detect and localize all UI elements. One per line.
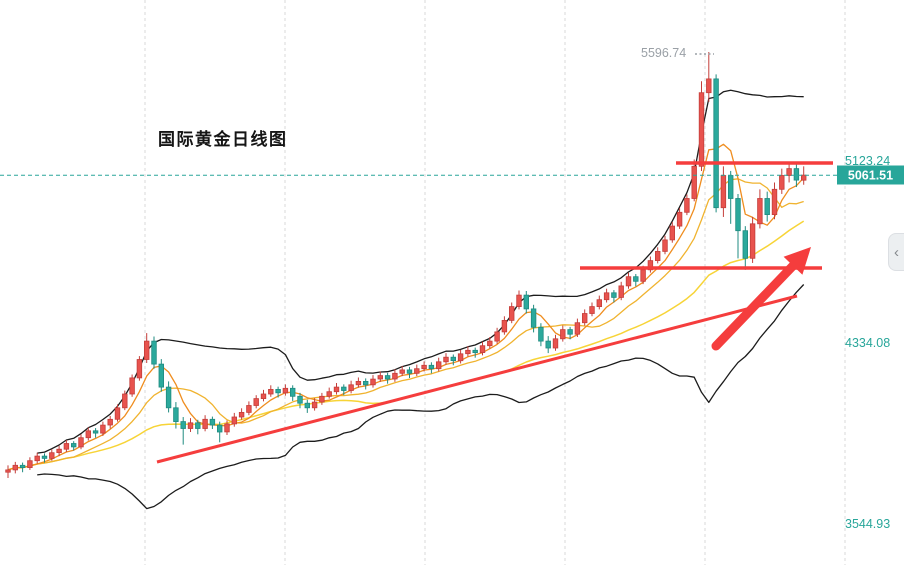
axis-label-upper: 5123.24 — [845, 154, 891, 168]
chart-title: 国际黄金日线图 — [158, 130, 288, 149]
axis-label-middle: 4334.08 — [845, 336, 891, 350]
axis-label-lower: 3544.93 — [845, 517, 891, 531]
last-price-badge: 5061.51 — [837, 165, 904, 185]
chevron-left-icon: ‹ — [894, 243, 899, 261]
peak-price-label: 5596.74 — [641, 46, 687, 60]
panel-collapse-button[interactable]: ‹ — [888, 233, 904, 271]
